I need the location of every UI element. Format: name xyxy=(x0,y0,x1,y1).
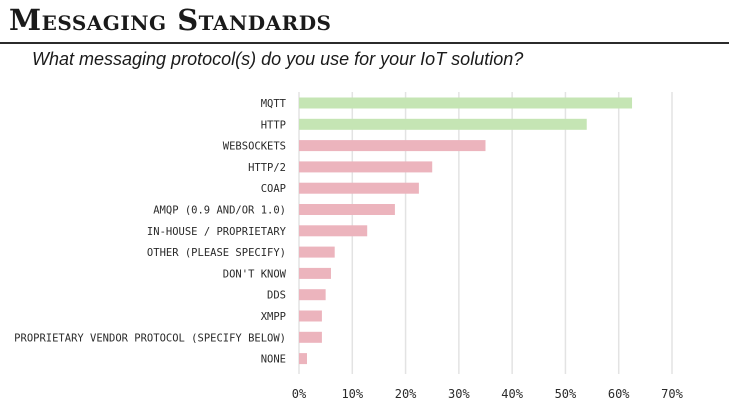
x-tick-label: 20% xyxy=(395,387,417,401)
x-tick-label: 10% xyxy=(341,387,363,401)
bar xyxy=(299,267,331,279)
category-label: DDS xyxy=(267,290,286,302)
bar xyxy=(299,161,433,173)
category-label: COAP xyxy=(261,183,286,195)
x-tick-label: 50% xyxy=(555,387,577,401)
category-label: OTHER (PLEASE SPECIFY) xyxy=(147,247,286,259)
category-label: MQTT xyxy=(261,98,287,110)
x-tick-label: 60% xyxy=(608,387,630,401)
bar xyxy=(299,331,322,343)
category-label: DON'T KNOW xyxy=(223,268,287,280)
chart-subtitle: What messaging protocol(s) do you use fo… xyxy=(32,49,524,69)
bar xyxy=(299,204,395,215)
category-label: NONE xyxy=(261,354,286,366)
category-label: WEBSOCKETS xyxy=(223,141,286,153)
title-divider xyxy=(0,42,729,44)
category-label: PROPRIETARY VENDOR PROTOCOL (SPECIFY BEL… xyxy=(14,332,286,344)
category-label: HTTP xyxy=(261,119,286,131)
page-title: Messaging Standards xyxy=(9,3,332,37)
x-tick-label: 70% xyxy=(661,387,683,401)
bar xyxy=(299,289,326,301)
bar xyxy=(299,353,307,365)
category-label: XMPP xyxy=(261,311,286,323)
x-axis-ticks: 0% 10% 20% 30% 40% 50% 60% 70% xyxy=(292,387,684,401)
category-labels: MQTT HTTP WEBSOCKETS HTTP/2 COAP AMQP (0.9 AN… xyxy=(14,98,287,366)
category-label: IN-HOUSE / PROPRIETARY xyxy=(147,226,287,238)
bar xyxy=(299,97,633,109)
bar xyxy=(299,182,419,194)
bar xyxy=(299,246,335,258)
category-label: AMQP (0.9 AND/OR 1.0) xyxy=(153,205,286,217)
x-tick-label: 40% xyxy=(501,387,523,401)
bars xyxy=(299,97,633,365)
bar xyxy=(299,310,322,322)
bar xyxy=(299,140,486,152)
bar xyxy=(299,118,587,130)
category-label: HTTP/2 xyxy=(248,162,286,174)
x-tick-label: 30% xyxy=(448,387,470,401)
bar xyxy=(299,225,368,237)
x-tick-label: 0% xyxy=(292,387,307,401)
